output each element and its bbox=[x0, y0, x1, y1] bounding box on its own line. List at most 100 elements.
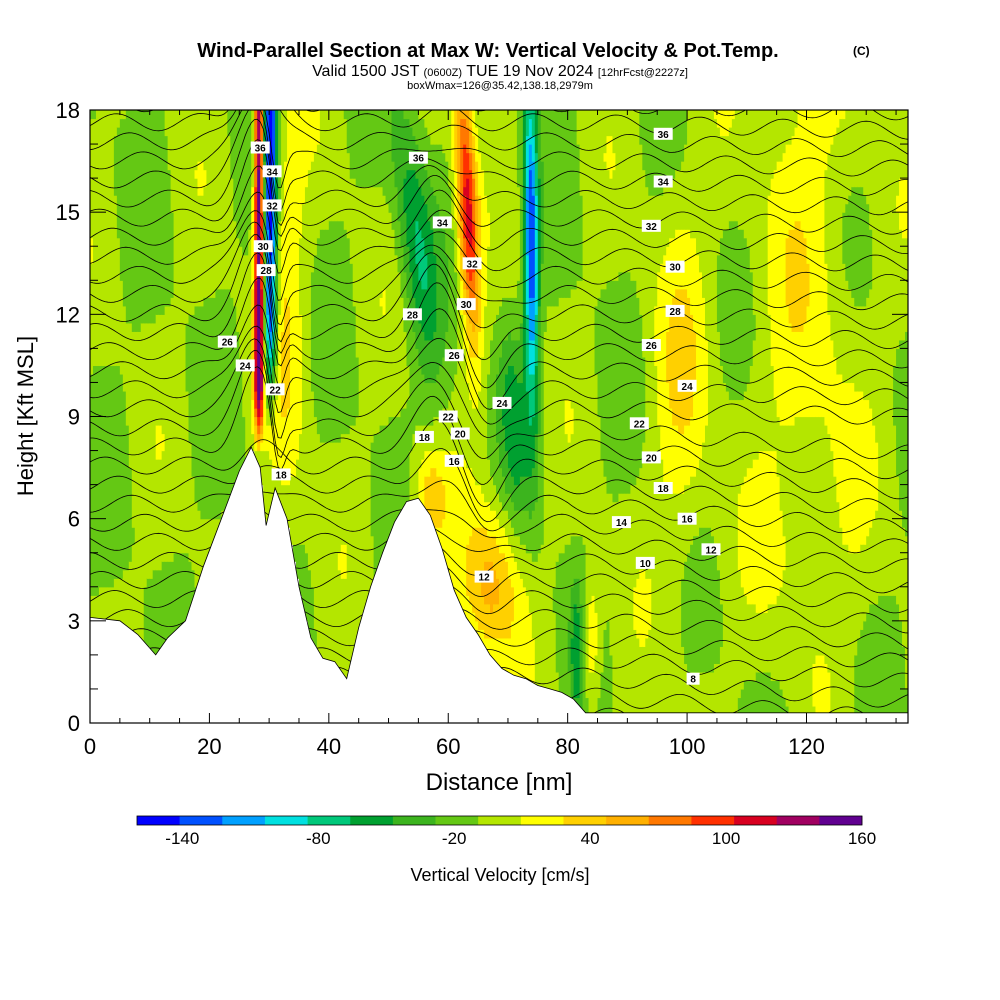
velocity-cell bbox=[803, 237, 808, 324]
velocity-cell bbox=[439, 144, 443, 222]
velocity-cell bbox=[400, 297, 405, 409]
velocity-cell bbox=[472, 220, 476, 273]
velocity-cell bbox=[905, 331, 908, 537]
velocity-cell bbox=[119, 118, 124, 281]
velocity-cell bbox=[424, 254, 428, 290]
velocity-cell bbox=[263, 365, 267, 452]
velocity-cell bbox=[287, 484, 291, 528]
velocity-cell bbox=[128, 110, 133, 324]
contour-label-text: 36 bbox=[255, 144, 267, 155]
velocity-cell bbox=[860, 629, 864, 713]
velocity-cell bbox=[704, 527, 709, 673]
velocity-cell bbox=[427, 382, 431, 426]
contour-label: 22 bbox=[629, 417, 649, 430]
velocity-cell bbox=[501, 510, 506, 528]
velocity-cell bbox=[185, 552, 190, 622]
velocity-cell bbox=[510, 339, 515, 367]
velocity-cell bbox=[469, 399, 473, 469]
velocity-cell bbox=[860, 186, 864, 307]
velocity-cell bbox=[752, 314, 757, 341]
velocity-cell bbox=[728, 127, 733, 222]
velocity-cell bbox=[200, 518, 205, 579]
velocity-cell bbox=[842, 110, 846, 120]
velocity-cell bbox=[860, 544, 864, 630]
velocity-cell bbox=[525, 135, 530, 188]
velocity-cell bbox=[531, 416, 536, 469]
velocity-cell bbox=[678, 493, 682, 713]
velocity-cell bbox=[642, 169, 646, 358]
velocity-cell bbox=[603, 629, 608, 713]
velocity-cell bbox=[519, 544, 524, 579]
velocity-cell bbox=[206, 297, 211, 520]
velocity-cell bbox=[436, 527, 440, 545]
velocity-cell bbox=[436, 450, 440, 477]
contour-label-box bbox=[641, 451, 661, 464]
velocity-cell bbox=[603, 161, 608, 290]
contour-label-box bbox=[235, 359, 255, 372]
velocity-cell bbox=[436, 110, 440, 145]
velocity-cell bbox=[149, 578, 154, 656]
velocity-cell bbox=[349, 425, 354, 664]
velocity-cell bbox=[600, 288, 605, 460]
velocity-cell bbox=[433, 110, 437, 145]
colorbar-swatch bbox=[691, 816, 735, 825]
x-axis: 0 20 40 60 80 100 120 bbox=[84, 110, 897, 759]
velocity-cell bbox=[281, 331, 285, 418]
velocity-cell bbox=[827, 671, 831, 713]
contour-label-box bbox=[438, 410, 458, 423]
velocity-cell bbox=[200, 110, 205, 162]
velocity-cell bbox=[693, 331, 697, 392]
velocity-cell bbox=[212, 518, 216, 545]
velocity-cell bbox=[773, 169, 778, 401]
velocity-cell bbox=[633, 629, 637, 713]
velocity-cell bbox=[896, 348, 900, 477]
velocity-cell bbox=[433, 382, 437, 418]
velocity-cell bbox=[490, 510, 494, 537]
velocity-cell bbox=[501, 552, 506, 639]
velocity-cell bbox=[878, 595, 882, 713]
velocity-cell bbox=[537, 552, 542, 690]
velocity-cell bbox=[782, 110, 787, 154]
velocity-cell bbox=[699, 527, 703, 673]
velocity-cell bbox=[797, 220, 802, 332]
velocity-cell bbox=[848, 110, 852, 196]
velocity-cell bbox=[313, 254, 318, 418]
velocity-cell bbox=[421, 161, 425, 196]
velocity-cell bbox=[146, 110, 151, 324]
velocity-cell bbox=[385, 203, 390, 426]
colorbar-tick-label: -80 bbox=[306, 829, 331, 848]
velocity-cell bbox=[782, 569, 787, 699]
velocity-cell bbox=[254, 425, 258, 443]
velocity-cell bbox=[537, 110, 542, 179]
velocity-cell bbox=[194, 169, 199, 179]
velocity-cell bbox=[728, 110, 733, 128]
velocity-cell bbox=[704, 339, 709, 426]
velocity-cell bbox=[472, 178, 476, 222]
velocity-cell bbox=[516, 186, 521, 281]
velocity-cell bbox=[516, 339, 521, 384]
velocity-cell bbox=[606, 493, 611, 622]
velocity-cell bbox=[534, 195, 539, 315]
velocity-cell bbox=[275, 476, 279, 494]
velocity-cell bbox=[319, 229, 324, 443]
velocity-cell bbox=[310, 586, 315, 647]
contour-label: 18 bbox=[653, 482, 673, 495]
velocity-cell bbox=[528, 476, 533, 520]
velocity-cell bbox=[92, 365, 97, 596]
velocity-cell bbox=[767, 110, 772, 196]
y-tick-label: 18 bbox=[56, 98, 80, 123]
velocity-cell bbox=[788, 110, 793, 145]
velocity-cell bbox=[770, 178, 775, 367]
contour-label-text: 18 bbox=[419, 433, 431, 444]
x-tick-label: 20 bbox=[197, 734, 221, 759]
velocity-cell bbox=[496, 578, 500, 605]
velocity-cell bbox=[340, 433, 345, 545]
velocity-cell bbox=[469, 603, 473, 630]
velocity-cell bbox=[905, 237, 908, 332]
velocity-cell bbox=[812, 705, 817, 713]
velocity-cell bbox=[406, 399, 411, 503]
velocity-cell bbox=[875, 442, 879, 511]
velocity-cell bbox=[672, 425, 676, 494]
velocity-cell bbox=[143, 586, 148, 647]
